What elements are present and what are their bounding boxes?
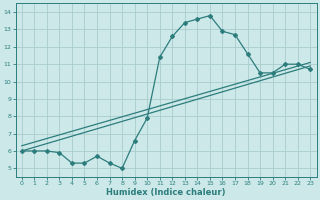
X-axis label: Humidex (Indice chaleur): Humidex (Indice chaleur) — [106, 188, 226, 197]
